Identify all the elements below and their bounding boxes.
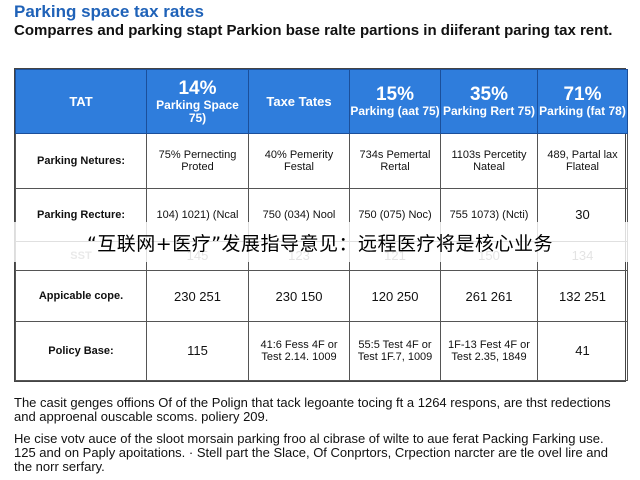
page-subtitle: Comparres and parking stapt Parkion base… — [14, 22, 613, 39]
table-cell: 230 150 — [248, 270, 350, 322]
table-cell: 1103s Percetity Nateal — [440, 133, 538, 189]
table-cell: 75% Pernecting Proted — [146, 133, 249, 189]
header-col-4: 35% Parking Rert 75) — [440, 69, 538, 134]
header-col-1: 14% Parking Space 75) — [146, 69, 249, 134]
footnotes: The casit genges offions Of of the Polig… — [14, 396, 626, 478]
footnote-paragraph: The casit genges offions Of of the Polig… — [14, 395, 611, 424]
header-tat: TAT — [15, 69, 147, 134]
table-cell: 261 261 — [440, 270, 538, 322]
footnote-paragraph: He cise votv auce of the sloot morsain p… — [14, 431, 608, 474]
page-title: Parking space tax rates — [14, 2, 204, 21]
table-cell: 40% Pemerity Festal — [248, 133, 350, 189]
table-cell: 41 — [537, 320, 628, 382]
table-cell: 734s Pemertal Rertal — [349, 133, 441, 189]
table-cell: 41:6 Fess 4F or Test 2.14. 1009 — [248, 320, 350, 382]
header-col-5: 71% Parking (fat 78) — [537, 69, 628, 134]
table-cell: 1F-13 Fest 4F or Test 2.35, 1849 — [440, 320, 538, 382]
table-cell: 132 251 — [537, 270, 628, 322]
row-label: Policy Base: — [15, 320, 147, 382]
table-cell: 489, Partal lax Flateal — [537, 133, 628, 189]
table-cell: 120 250 — [349, 270, 441, 322]
table-cell: 55:5 Test 4F or Test 1F.7, 1009 — [349, 320, 441, 382]
row-label: Parking Netures: — [15, 133, 147, 189]
header-col-2: Taxe Tates — [248, 69, 350, 134]
table-cell: 115 — [146, 320, 249, 382]
table-row: Policy Base: 115 41:6 Fess 4F or Test 2.… — [15, 320, 628, 382]
row-label: Appicable cope. — [15, 270, 147, 322]
table-row: Parking Netures: 75% Pernecting Proted 4… — [15, 133, 628, 189]
table-cell: 230 251 — [146, 270, 249, 322]
table-header-row: TAT 14% Parking Space 75) Taxe Tates 15%… — [15, 69, 628, 134]
overlay-caption-text: “互联网+医疗”发展指导意见：远程医疗将是核心业务 — [86, 232, 554, 255]
table-row: Appicable cope. 230 251 230 150 120 250 … — [15, 270, 628, 322]
header-col-3: 15% Parking (aat 75) — [349, 69, 441, 134]
overlay-caption-banner: “互联网+医疗”发展指导意见：远程医疗将是核心业务 — [0, 222, 640, 262]
